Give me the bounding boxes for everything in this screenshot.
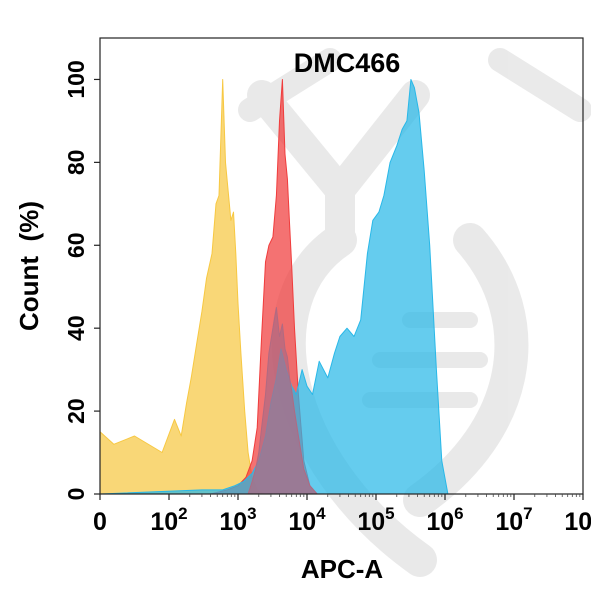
x-tick-label: 104 <box>288 504 326 536</box>
x-tick-label: 0 <box>93 508 107 536</box>
y-tick-label: 40 <box>63 315 89 341</box>
x-axis-title: APC-A <box>301 554 384 584</box>
x-tick-label: 108 <box>564 504 591 536</box>
y-tick-label: 0 <box>63 488 89 501</box>
x-tick-label: 102 <box>150 504 187 536</box>
y-axis: 0 20 40 60 80 100 <box>63 60 100 500</box>
y-tick-label: 60 <box>63 232 89 258</box>
chart-title: DMC466 <box>294 48 401 78</box>
histogram-series-4 <box>247 307 318 495</box>
y-tick-label: 100 <box>63 60 89 98</box>
x-tick-label: 105 <box>357 504 394 536</box>
y-tick-label: 80 <box>63 150 89 176</box>
y-axis-title: Count (%) <box>14 201 44 331</box>
x-tick-label: 103 <box>219 504 256 536</box>
series-layer <box>99 79 449 495</box>
y-tick-label: 20 <box>63 398 89 424</box>
plot-frame <box>99 37 584 495</box>
x-tick-label: 106 <box>426 504 463 536</box>
histogram-series-1 <box>99 79 265 495</box>
x-axis: 0 102 103 104 105 106 107 108 <box>93 494 591 536</box>
x-tick-label: 107 <box>495 504 532 536</box>
